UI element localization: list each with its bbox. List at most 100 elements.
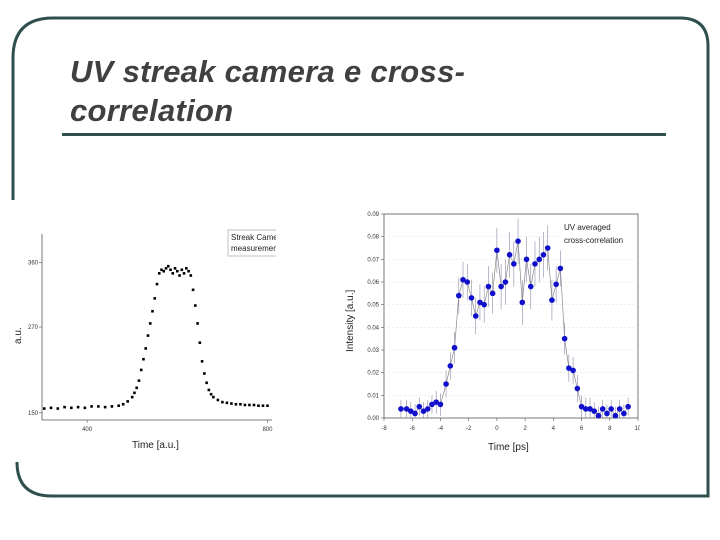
crosscorr-data-point <box>433 399 440 405</box>
crosscorr-data-point <box>599 406 606 412</box>
crosscorr-fit-line <box>400 241 629 417</box>
streak-data-point <box>133 391 136 395</box>
crosscorr-data-point <box>540 252 547 258</box>
crosscorr-data-point <box>608 406 614 412</box>
streak-data-point <box>139 368 143 372</box>
crosscorr-error-bars <box>400 218 629 418</box>
streak-legend: Streak Camera measurement <box>227 229 276 257</box>
streak-points <box>42 264 269 410</box>
streak-data-point <box>173 267 177 270</box>
crosscorr-data-point <box>549 297 555 303</box>
streak-data-point <box>194 304 197 307</box>
streak-data-point <box>239 402 242 406</box>
crosscorr-data-point <box>455 292 462 299</box>
crosscorr-data-point <box>519 299 526 306</box>
crosscorr-data-point <box>604 410 610 417</box>
crosscorr-x-axis-label: Time [ps] <box>488 442 529 453</box>
streak-plot-frame <box>41 234 272 421</box>
streak-data-point <box>130 395 134 399</box>
crosscorr-gridlines <box>384 236 638 396</box>
streak-data-point <box>221 400 224 404</box>
slide-title-line-1: UV streak camera e cross- <box>70 54 466 89</box>
crosscorr-data-point <box>437 401 444 408</box>
crosscorr-data-point <box>429 401 435 408</box>
streak-camera-chart: 400 800 150 270 360 Streak Camera measuremen… <box>13 229 276 451</box>
crosscorr-data-point <box>536 256 543 263</box>
crosscorr-x-tick-label: 4 <box>552 426 556 432</box>
streak-data-point <box>49 406 53 410</box>
crosscorr-data-point <box>578 403 585 410</box>
slide-title: UV streak camera e cross- correlation <box>70 52 630 130</box>
streak-data-point <box>126 400 129 403</box>
crosscorr-y-tick-label: 0.09 <box>367 212 379 218</box>
streak-data-point <box>162 269 166 273</box>
streak-data-point <box>248 403 251 407</box>
streak-data-point <box>63 405 66 409</box>
crosscorr-x-tick-label: 0 <box>495 426 499 432</box>
streak-data-point <box>212 395 215 399</box>
streak-data-point <box>189 274 193 277</box>
streak-data-point <box>76 405 80 409</box>
streak-data-point <box>171 272 175 275</box>
streak-data-point <box>97 405 100 408</box>
streak-data-point <box>257 404 260 407</box>
crosscorr-y-tick-label: 0.04 <box>367 325 379 331</box>
crosscorr-legend-line-1: UV averaged <box>564 223 611 232</box>
crosscorr-data-point <box>489 290 496 297</box>
streak-data-point <box>90 405 93 408</box>
crosscorr-points <box>398 238 631 419</box>
streak-data-point <box>200 360 204 363</box>
streak-data-point <box>117 404 120 407</box>
crosscorr-y-tick-label: 0.07 <box>367 257 379 263</box>
streak-data-point <box>110 405 114 408</box>
streak-data-point <box>151 309 154 313</box>
streak-data-point <box>205 381 208 385</box>
crosscorr-legend: UV averaged cross-correlation <box>559 218 637 246</box>
streak-data-point <box>157 272 161 275</box>
streak-data-point <box>148 322 152 325</box>
streak-data-point <box>266 404 269 407</box>
crosscorr-data-point <box>616 406 623 412</box>
streak-y-tick-label: 150 <box>28 411 39 417</box>
crosscorr-data-point <box>408 408 414 414</box>
crosscorr-data-point <box>481 301 487 308</box>
crosscorr-x-tick-label: -8 <box>381 426 387 432</box>
streak-data-point <box>175 269 179 273</box>
crosscorr-data-point <box>595 412 602 419</box>
streak-data-point <box>83 406 87 410</box>
streak-data-point <box>178 274 181 277</box>
crosscorr-data-point <box>523 256 530 263</box>
crosscorr-data-point <box>472 313 479 319</box>
streak-y-axis-label: a.u. <box>13 327 24 344</box>
crosscorr-data-point <box>424 406 431 412</box>
streak-legend-line-1: Streak Camera <box>231 233 276 242</box>
streak-data-point <box>243 403 247 407</box>
crosscorr-legend-line-2: cross-correlation <box>564 236 623 245</box>
crosscorr-x-tick-label: -4 <box>438 426 444 432</box>
crosscorr-data-point <box>485 283 492 290</box>
crosscorr-plot-frame <box>383 213 639 419</box>
streak-x-tick-label: 800 <box>262 427 273 433</box>
streak-data-point <box>182 272 186 275</box>
streak-data-point <box>261 404 265 407</box>
crosscorr-data-point <box>443 381 449 387</box>
streak-data-point <box>169 268 172 272</box>
crosscorr-data-point <box>515 238 521 244</box>
frame-border <box>11 16 710 498</box>
streak-data-point <box>209 392 213 396</box>
crosscorr-data-point <box>464 279 471 285</box>
streak-legend-box <box>227 229 276 257</box>
crosscorr-x-tick-label: 2 <box>523 426 527 432</box>
crosscorr-y-tick-label: 0.03 <box>367 348 379 354</box>
streak-x-tick-label: 400 <box>82 427 93 433</box>
crosscorr-data-point <box>420 408 427 414</box>
streak-y-tick-label: 360 <box>28 261 39 267</box>
streak-x-axis-label: Time [a.u.] <box>132 440 179 451</box>
crosscorr-data-point <box>612 412 619 419</box>
streak-ticks: 400 800 150 270 360 <box>28 261 273 433</box>
crosscorr-data-point <box>527 283 534 290</box>
crosscorr-data-point <box>587 406 593 412</box>
crosscorr-x-tick-label: -2 <box>466 426 472 432</box>
streak-data-point <box>42 407 46 410</box>
